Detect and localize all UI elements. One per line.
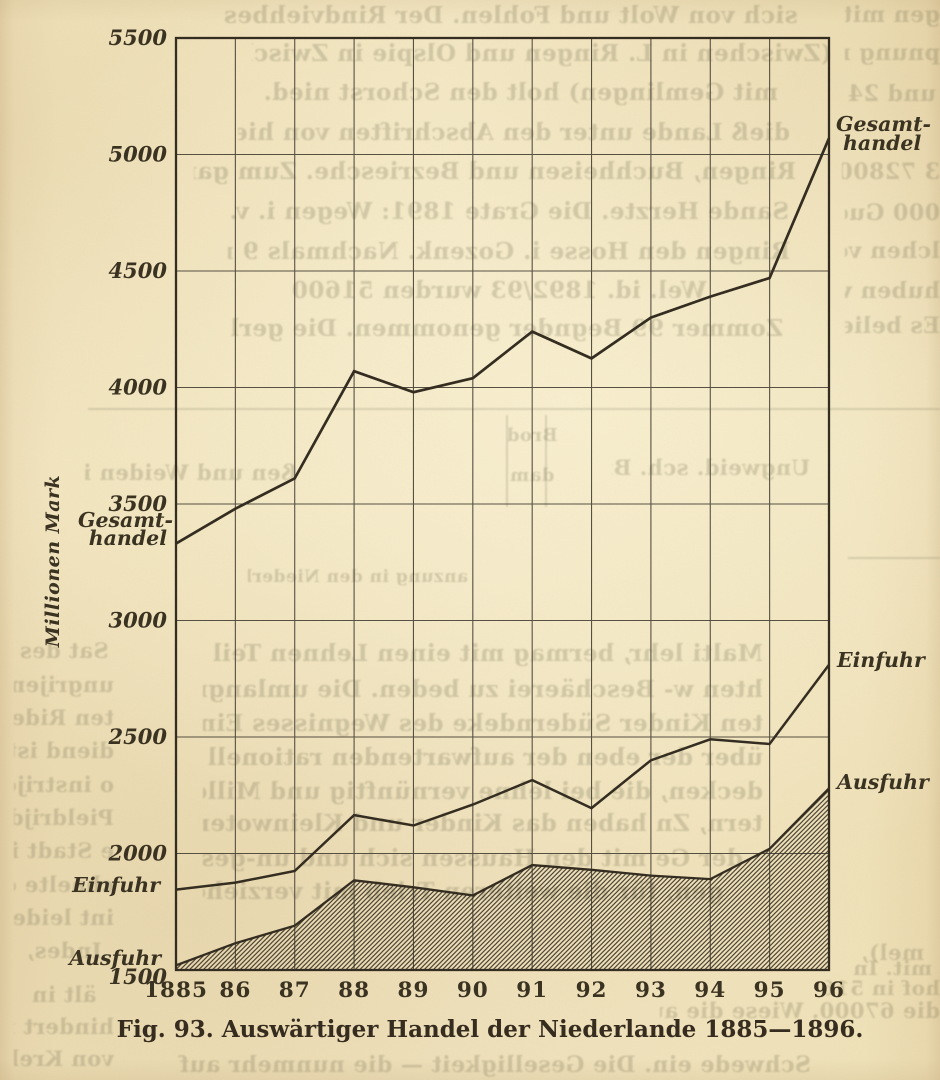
figure-caption: Fig. 93. Auswärtiger Handel der Niederla… [116, 1016, 864, 1043]
x-tick-label: 86 [219, 978, 251, 1003]
series-label-ausfuhr-left: Ausfuhr [67, 946, 163, 970]
x-tick-label: 93 [635, 978, 667, 1003]
x-tick-label: 87 [279, 978, 311, 1003]
series-label-gesamthandel-right: handel [843, 131, 921, 155]
y-tick-label: 5500 [109, 25, 168, 50]
x-tick-label: 92 [576, 978, 608, 1003]
x-tick-label: 96 [813, 978, 845, 1003]
series-label-einfuhr-right: Einfuhr [836, 648, 927, 672]
y-tick-label: 2000 [108, 841, 168, 866]
x-tick-label: 95 [754, 978, 786, 1003]
series-line-einfuhr [175, 664, 830, 891]
x-tick-label: 89 [397, 978, 429, 1003]
x-tick-label: 94 [694, 978, 726, 1003]
x-tick-label: 1885 [144, 978, 208, 1003]
y-tick-label: 5000 [109, 142, 168, 167]
series-label-einfuhr-left: Einfuhr [71, 873, 162, 897]
y-tick-label: 4000 [109, 375, 168, 400]
x-tick-label: 90 [457, 978, 489, 1003]
gridlines [176, 38, 829, 970]
series-label-gesamthandel-left: handel [89, 526, 167, 550]
y-tick-label: 3000 [109, 608, 168, 633]
series-label-ausfuhr-right: Ausfuhr [835, 770, 931, 794]
x-tick-label: 91 [516, 978, 548, 1003]
series-line-gesamthandel [175, 137, 831, 545]
y-tick-label: 4500 [109, 258, 168, 283]
y-axis-title: Millionen Mark [42, 475, 64, 648]
y-tick-label: 2500 [108, 724, 168, 749]
x-tick-label: 88 [338, 978, 370, 1003]
